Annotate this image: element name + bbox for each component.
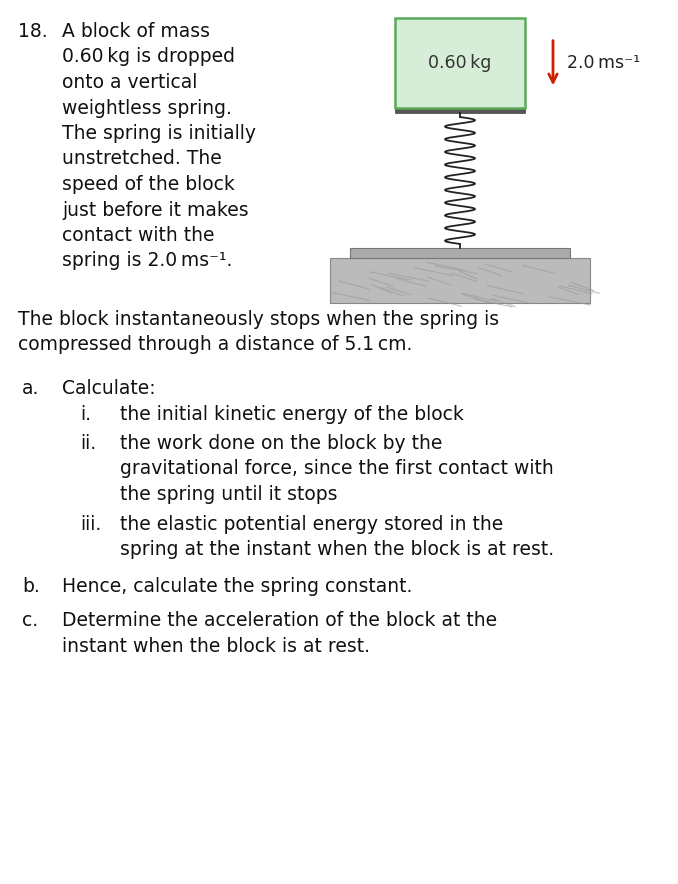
Text: The block instantaneously stops when the spring is: The block instantaneously stops when the…: [18, 310, 499, 329]
Text: spring at the instant when the block is at rest.: spring at the instant when the block is …: [120, 540, 554, 559]
Text: A block of mass: A block of mass: [62, 22, 210, 41]
Text: unstretched. The: unstretched. The: [62, 149, 222, 169]
Text: Determine the acceleration of the block at the: Determine the acceleration of the block …: [62, 611, 497, 630]
Text: weightless spring.: weightless spring.: [62, 98, 232, 118]
Bar: [395, 18, 525, 108]
Text: 2.0 ms⁻¹: 2.0 ms⁻¹: [567, 54, 640, 72]
Text: gravitational force, since the first contact with: gravitational force, since the first con…: [120, 460, 554, 478]
Bar: [350, 248, 570, 258]
Text: onto a vertical: onto a vertical: [62, 73, 197, 92]
Bar: [330, 258, 590, 303]
Text: Calculate:: Calculate:: [62, 379, 156, 398]
Text: the work done on the block by the: the work done on the block by the: [120, 434, 442, 453]
Text: c.: c.: [22, 611, 38, 630]
Bar: [395, 108, 525, 113]
Text: a.: a.: [22, 379, 39, 398]
Text: 18.: 18.: [18, 22, 47, 41]
Text: The spring is initially: The spring is initially: [62, 124, 256, 143]
Text: 0.60 kg: 0.60 kg: [428, 54, 492, 72]
Text: compressed through a distance of 5.1 cm.: compressed through a distance of 5.1 cm.: [18, 336, 412, 354]
Text: ii.: ii.: [80, 434, 96, 453]
Text: speed of the block: speed of the block: [62, 175, 235, 194]
Text: the initial kinetic energy of the block: the initial kinetic energy of the block: [120, 405, 464, 423]
Text: the elastic potential energy stored in the: the elastic potential energy stored in t…: [120, 514, 503, 534]
Text: contact with the: contact with the: [62, 226, 214, 245]
Text: instant when the block is at rest.: instant when the block is at rest.: [62, 636, 370, 656]
Text: the spring until it stops: the spring until it stops: [120, 485, 338, 504]
Text: 0.60 kg is dropped: 0.60 kg is dropped: [62, 48, 235, 66]
Text: Hence, calculate the spring constant.: Hence, calculate the spring constant.: [62, 577, 412, 597]
Text: just before it makes: just before it makes: [62, 201, 249, 219]
Text: i.: i.: [80, 405, 91, 423]
Text: spring is 2.0 ms⁻¹.: spring is 2.0 ms⁻¹.: [62, 252, 233, 271]
Text: iii.: iii.: [80, 514, 101, 534]
Text: b.: b.: [22, 577, 40, 597]
